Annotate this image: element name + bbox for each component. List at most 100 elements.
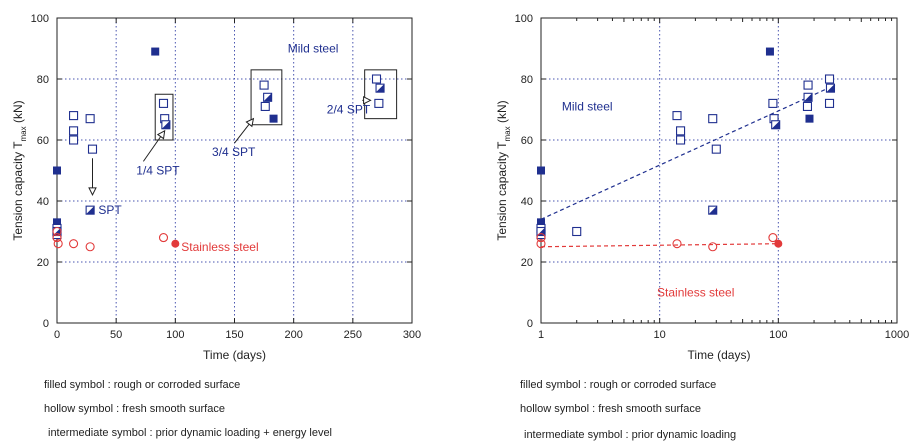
x-tick-label: 1000	[885, 329, 909, 341]
arrow-head	[363, 96, 372, 105]
marker-filled-square	[53, 218, 61, 227]
annotation-box	[250, 69, 283, 126]
annotation-label: 2/4 SPT	[327, 103, 371, 117]
marker-hollow-circle	[69, 239, 79, 249]
annotation-label: Mild steel	[562, 99, 613, 113]
note-intermediate: intermediate symbol : prior dynamic load…	[524, 429, 737, 441]
marker-hollow-square	[85, 114, 95, 124]
marker-filled-square	[537, 166, 545, 175]
x-tick-label: 0	[54, 329, 60, 341]
note-filled: filled symbol : rough or corroded surfac…	[520, 379, 717, 391]
marker-intermediate-fill	[161, 120, 170, 129]
marker-intermediate-fill	[263, 93, 272, 102]
note-filled: filled symbol : rough or corroded surfac…	[44, 379, 241, 391]
annotation-label: Stainless steel	[657, 286, 734, 300]
annotation-box	[364, 69, 398, 120]
marker-filled-square	[537, 218, 545, 227]
y-tick-label: 20	[37, 257, 49, 269]
y-axis-label: Tension capacity Tmax (kN)	[495, 100, 512, 240]
notes-left: filled symbol : rough or corroded surfac…	[44, 373, 332, 445]
y-tick-label: 20	[521, 257, 533, 269]
marker-filled-square	[765, 47, 774, 56]
annotation-label: SPT	[98, 203, 122, 217]
y-tick-label: 40	[37, 196, 49, 208]
marker-hollow-square	[374, 98, 384, 108]
marker-hollow-square	[69, 126, 79, 136]
note-hollow: hollow symbol : fresh smooth surface	[44, 403, 225, 415]
y-tick-label: 60	[37, 135, 49, 147]
marker-intermediate-fill	[826, 84, 835, 93]
note-intermediate: intermediate symbol : prior dynamic load…	[48, 427, 333, 439]
marker-hollow-circle	[708, 242, 718, 252]
notes-right: filled symbol : rough or corroded surfac…	[520, 373, 736, 447]
chart-panel-linear: 0 20 40 60 80 100 0 50 100 150 200 250 300 Time (days…	[11, 13, 421, 362]
marker-hollow-square	[803, 80, 813, 90]
marker-hollow-square	[69, 135, 79, 145]
y-tick-label: 0	[527, 318, 533, 330]
y-tick-label: 80	[37, 74, 49, 86]
plot-frame	[540, 17, 898, 324]
y-tick-label: 100	[515, 13, 533, 25]
marker-hollow-square	[676, 126, 686, 136]
x-tick-label: 50	[110, 329, 122, 341]
marker-hollow-square	[69, 111, 79, 121]
x-tick-label: 300	[403, 329, 421, 341]
marker-hollow-square	[676, 135, 686, 145]
arrow-head	[88, 187, 97, 197]
marker-hollow-square	[260, 101, 270, 111]
marker-hollow-square	[672, 111, 682, 121]
x-tick-label: 100	[166, 329, 184, 341]
y-tick-label: 100	[31, 13, 49, 25]
marker-intermediate-fill	[537, 227, 545, 236]
marker-filled-square	[805, 114, 814, 123]
x-tick-label: 200	[284, 329, 302, 341]
marker-hollow-square	[259, 80, 269, 90]
marker-intermediate-fill	[771, 120, 780, 129]
marker-hollow-circle	[536, 233, 546, 243]
marker-hollow-circle	[768, 233, 778, 243]
marker-hollow-square	[87, 144, 98, 154]
y-tick-label: 40	[521, 196, 533, 208]
x-tick-label: 150	[225, 329, 243, 341]
x-tick-label: 100	[769, 329, 787, 341]
marker-intermediate-fill	[53, 227, 61, 236]
marker-hollow-square	[572, 226, 582, 237]
marker-hollow-square	[711, 144, 721, 154]
x-axis-label: Time (days)	[203, 348, 266, 362]
marker-filled-square	[151, 47, 160, 56]
marker-intermediate-fill	[376, 84, 385, 93]
marker-hollow-circle	[52, 226, 62, 237]
arrow-head	[156, 129, 166, 140]
y-axis-label: Tension capacity Tmax (kN)	[11, 100, 28, 240]
marker-hollow-square	[708, 114, 718, 124]
marker-hollow-circle	[536, 239, 546, 249]
marker-intermediate-fill	[708, 206, 717, 215]
marker-intermediate-fill	[804, 93, 813, 102]
marker-hollow-circle	[52, 233, 62, 243]
marker-hollow-square	[371, 74, 382, 84]
annotation-box	[154, 93, 174, 141]
marker-intermediate-fill	[86, 206, 95, 215]
x-tick-label: 10	[654, 329, 666, 341]
y-tick-label: 60	[521, 135, 533, 147]
arrow-head	[245, 117, 255, 128]
marker-hollow-circle	[85, 242, 95, 252]
x-tick-label: 250	[344, 329, 362, 341]
annotation-label: 3/4 SPT	[212, 145, 256, 159]
marker-filled-square	[269, 114, 278, 123]
marker-hollow-square	[802, 101, 813, 111]
marker-hollow-circle	[53, 239, 63, 249]
y-tick-label: 0	[43, 318, 49, 330]
marker-hollow-circle	[672, 239, 682, 249]
marker-hollow-square	[824, 74, 835, 84]
x-tick-label: 1	[538, 329, 544, 341]
annotation-label: 1/4 SPT	[136, 164, 180, 178]
marker-filled-circle	[774, 239, 783, 248]
note-hollow: hollow symbol : fresh smooth surface	[520, 403, 701, 415]
marker-hollow-square	[158, 98, 169, 108]
annotation-label: Mild steel	[288, 42, 339, 56]
marker-hollow-square	[768, 98, 778, 108]
chart-panel-log: 0 20 40 60 80 100 1 10 100 1000 Time (days) Tension…	[495, 13, 909, 362]
y-tick-label: 80	[521, 74, 533, 86]
